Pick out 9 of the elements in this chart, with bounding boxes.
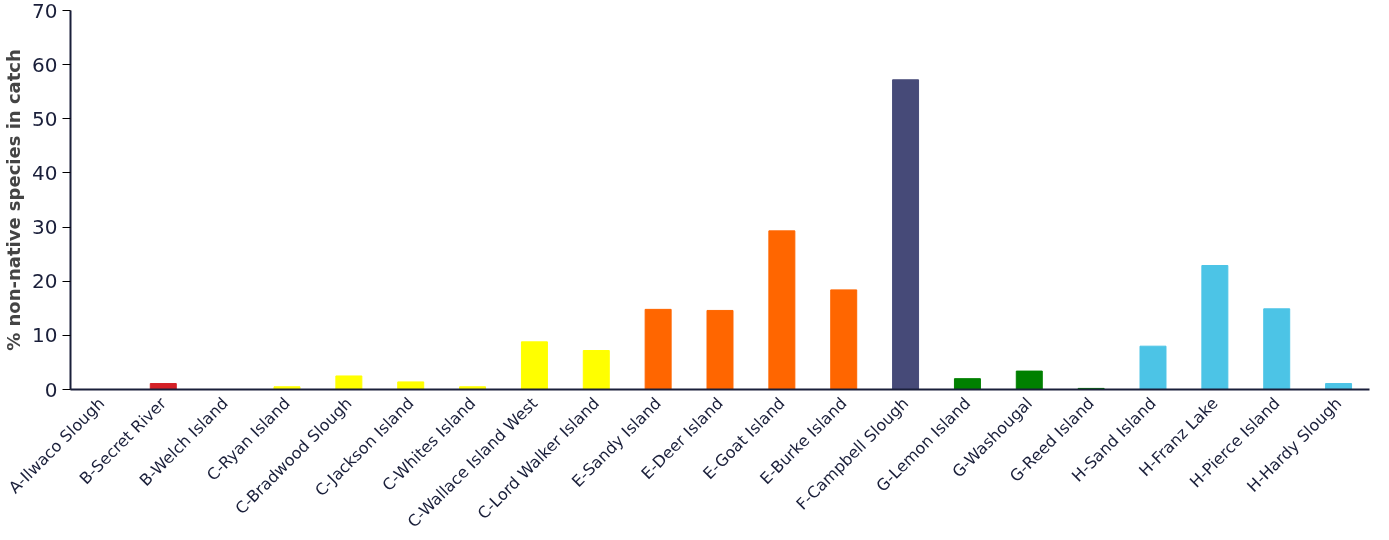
y-axis-title: % non-native species in catch [3,49,25,351]
y-tick-label: 50 [32,106,58,131]
y-tick-label: 0 [44,377,58,402]
y-tick-label: 70 [32,0,58,23]
y-tick-label: 40 [32,160,58,185]
y-tick-label: 30 [32,215,58,240]
y-tick-label: 60 [32,52,58,77]
y-tick-label: 20 [32,269,58,294]
y-tick-label: 10 [32,323,58,348]
